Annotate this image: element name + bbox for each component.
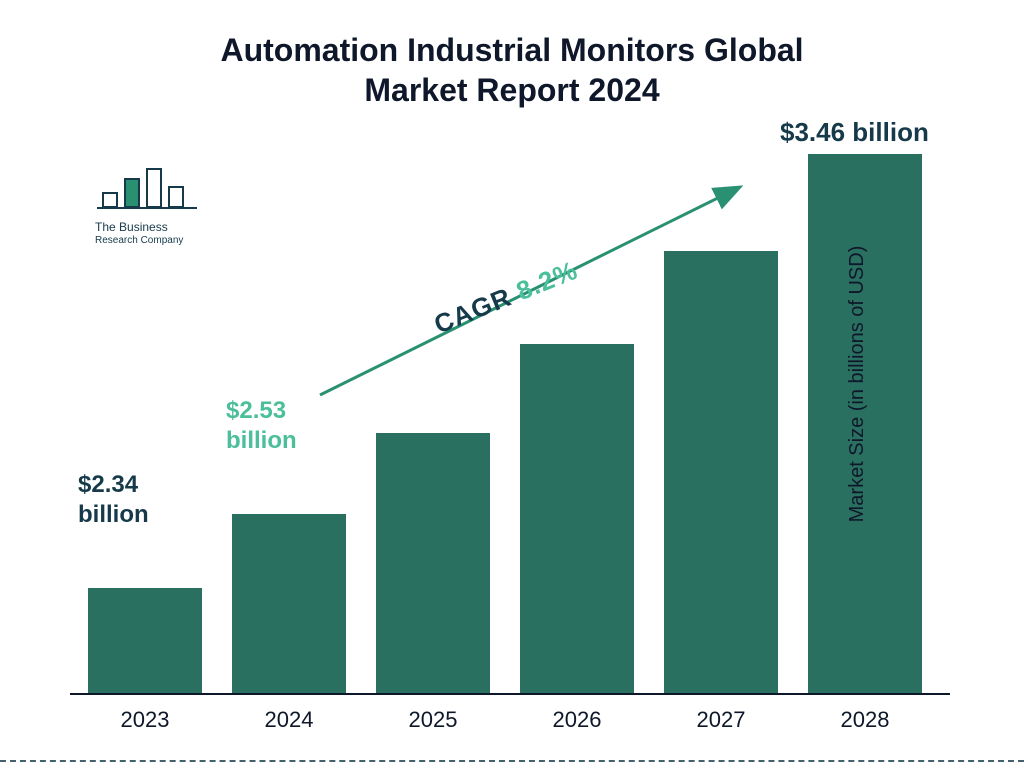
x-label: 2028 xyxy=(795,707,935,733)
x-label: 2026 xyxy=(507,707,647,733)
bar-chart: 2023 2024 2025 2026 2027 2028 xyxy=(70,140,940,695)
x-label: 2023 xyxy=(75,707,215,733)
bar-2026 xyxy=(520,344,634,693)
value-label-2024: $2.53 billion xyxy=(226,396,297,456)
value-label-2028: $3.46 billion xyxy=(780,116,929,149)
bar-slot xyxy=(219,514,359,693)
bar-2023 xyxy=(88,588,202,693)
y-axis-label: Market Size (in billions of USD) xyxy=(846,246,869,523)
bar-slot xyxy=(507,344,647,693)
chart-title: Automation Industrial Monitors Global Ma… xyxy=(0,30,1024,110)
bar-2025 xyxy=(376,433,490,693)
value-label-2023: $2.34 billion xyxy=(78,470,149,530)
bar-slot xyxy=(363,433,503,693)
bar-slot xyxy=(651,251,791,693)
bar-2024 xyxy=(232,514,346,693)
bars-container xyxy=(75,140,935,693)
x-axis-labels: 2023 2024 2025 2026 2027 2028 xyxy=(75,707,935,733)
x-label: 2027 xyxy=(651,707,791,733)
bar-slot xyxy=(75,588,215,693)
bar-2027 xyxy=(664,251,778,693)
x-axis-line xyxy=(70,693,950,695)
bottom-divider xyxy=(0,760,1024,762)
x-label: 2024 xyxy=(219,707,359,733)
x-label: 2025 xyxy=(363,707,503,733)
